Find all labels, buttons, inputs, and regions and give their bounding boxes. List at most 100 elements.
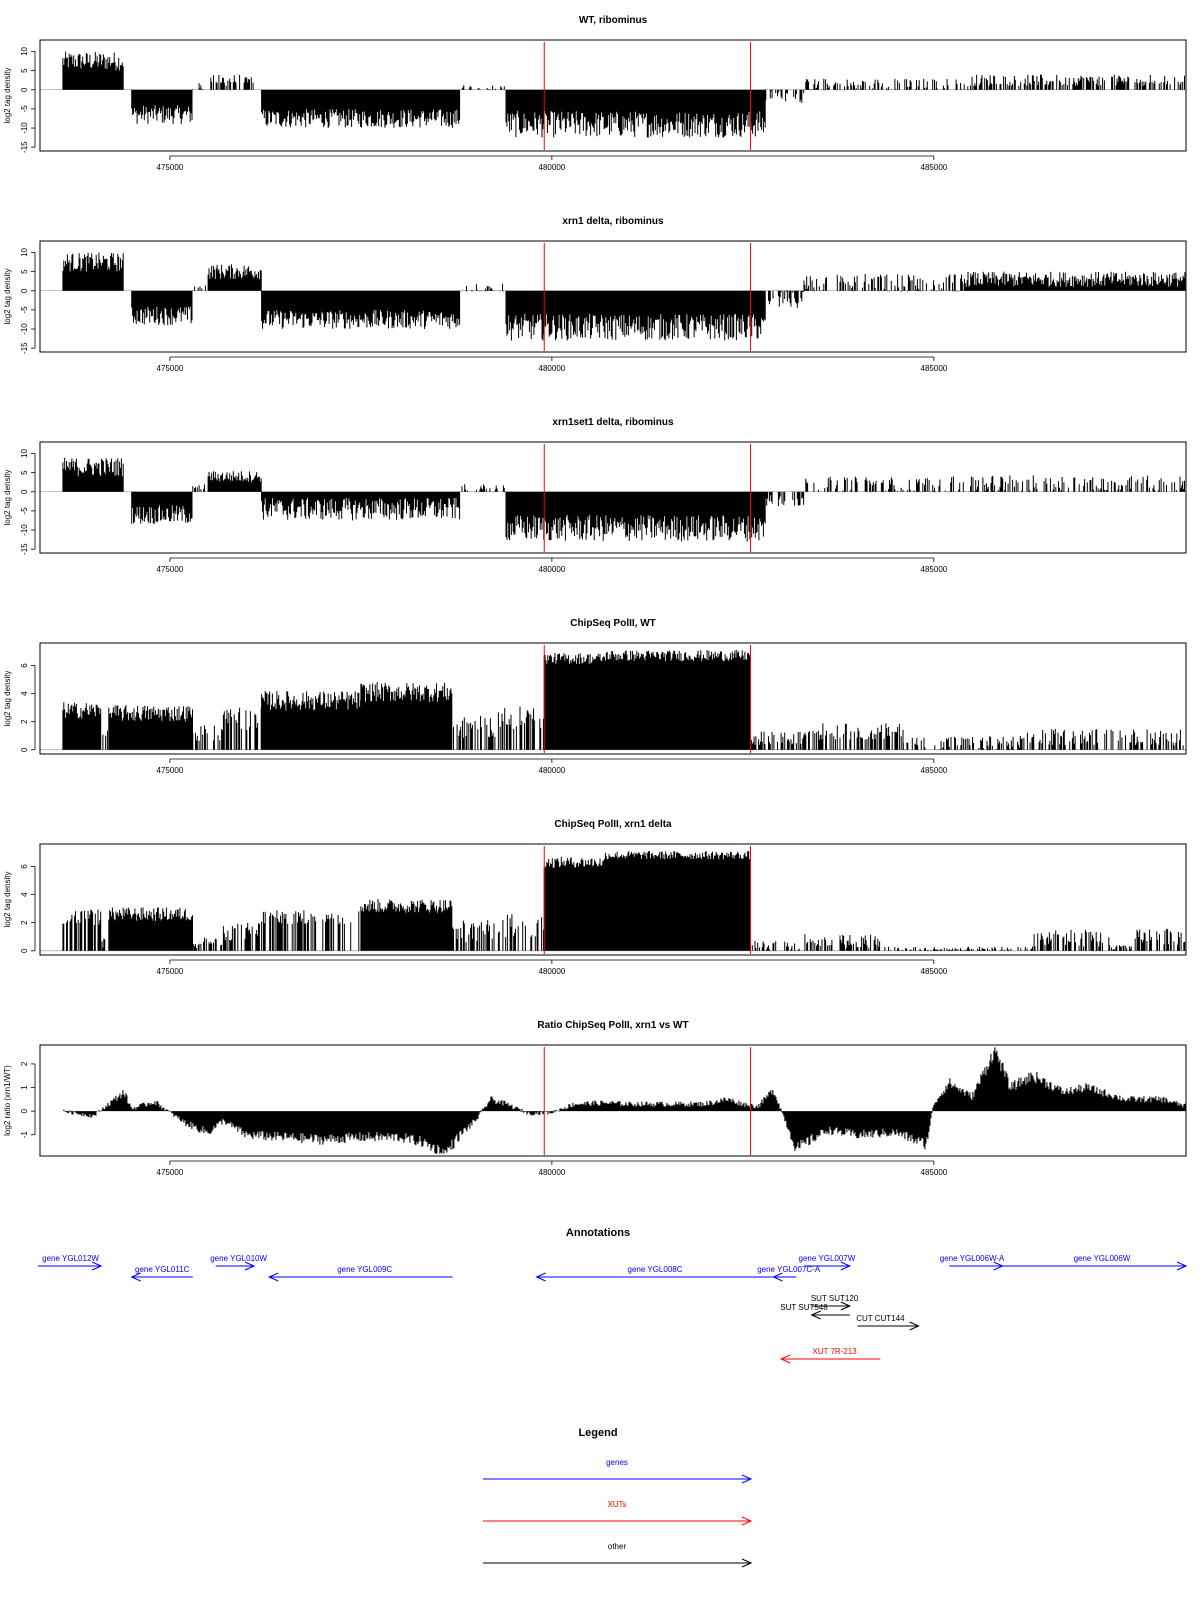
annotation-label: CUT CUT144 (856, 1314, 905, 1323)
y-tick-label: 0 (20, 288, 29, 293)
y-tick-label: -5 (20, 507, 29, 515)
annotation-feature: gene YGL007C-A (757, 1265, 821, 1282)
annotation-feature: gene YGL006W (1002, 1254, 1188, 1271)
series (40, 457, 1186, 542)
chart-panel-5: ChipSeq PolII, xrn1 delta log2 tag densit… (3, 819, 1187, 976)
signal-bar (62, 51, 124, 90)
annotation-feature: SUT SUT120 (811, 1294, 859, 1311)
signal-bar (604, 650, 751, 750)
signal-bar (963, 271, 1186, 291)
y-tick-label: 6 (20, 663, 29, 668)
annotation-label: gene YGL012W (42, 1254, 99, 1263)
chart-title: xrn1 delta, ribominus (562, 216, 664, 227)
signal-bar (453, 716, 496, 750)
signal-bar (505, 290, 766, 341)
annotation-arrow (267, 1272, 453, 1282)
signal-bar (261, 910, 360, 951)
y-axis-label: log2 tag density (3, 871, 12, 927)
chart-title: WT, ribominus (579, 15, 648, 26)
signal-bar (62, 457, 124, 492)
y-axis-label: log2 tag density (3, 670, 12, 726)
annotation-arrow (810, 1310, 850, 1320)
y-axis-label: log2 ratio (xrn1/WT) (3, 1065, 12, 1136)
x-tick-label: 485000 (921, 1168, 948, 1177)
y-axis: 10 5 0 -5 -10 -15 (20, 247, 36, 354)
annotation-feature: gene YGL006W-A (940, 1254, 1005, 1271)
signal-bar (750, 941, 804, 951)
y-tick-label: -10 (20, 122, 29, 134)
arrow-head (1176, 1261, 1188, 1271)
annotation-feature: gene YGL008C (535, 1265, 774, 1282)
signal-bar (261, 89, 461, 128)
annotation-feature: gene YGL010W (210, 1254, 267, 1271)
arrow-head (741, 1558, 753, 1568)
annotation-arrow (215, 1261, 256, 1271)
signal-bar (461, 85, 505, 91)
legend-entry: XUTs (483, 1500, 753, 1526)
ratio-area (63, 1047, 1187, 1154)
signal-bar (452, 920, 495, 951)
y-tick-label: -5 (20, 105, 29, 113)
plot-frame (39, 441, 1187, 554)
annotation-feature: gene YGL009C (267, 1265, 453, 1282)
annotation-label: gene YGL008C (628, 1265, 683, 1274)
legend-arrow (483, 1474, 753, 1484)
signal-bar (108, 705, 193, 750)
arrow-head (909, 1321, 920, 1331)
chart-title: xrn1set1 delta, ribominus (552, 417, 674, 428)
arrow-head (535, 1272, 546, 1282)
x-tick-label: 480000 (539, 565, 566, 574)
annotation-label: gene YGL006W (1074, 1254, 1131, 1263)
y-axis-label: log2 tag density (3, 268, 12, 324)
y-axis: 10 5 0 -5 -10 -15 (20, 46, 36, 153)
signal-bar (765, 89, 805, 103)
x-tick-label: 480000 (539, 163, 566, 172)
y-tick-label: -5 (20, 306, 29, 314)
signal-bar (543, 652, 605, 750)
y-tick-label: 2 (20, 1061, 29, 1066)
annotation-arrow (779, 1354, 881, 1364)
y-tick-label: 4 (20, 691, 29, 696)
arrow-head (840, 1261, 852, 1271)
x-tick-label: 485000 (921, 565, 948, 574)
y-tick-label: -10 (20, 524, 29, 536)
plot-frame (39, 642, 1187, 755)
y-axis-label: log2 tag density (3, 67, 12, 123)
signal-bar (62, 252, 124, 291)
y-axis-label: log2 tag density (3, 469, 12, 525)
legend-arrow (483, 1516, 753, 1526)
signal-bar (193, 937, 223, 951)
signal-bar (207, 264, 262, 291)
x-axis: 475000 480000 485000 (157, 557, 948, 574)
signal-bar (102, 730, 108, 750)
annotation-label: XUT 7R-213 (812, 1347, 857, 1356)
signal-bar (765, 491, 805, 507)
signal-bar (222, 707, 262, 750)
x-tick-label: 480000 (539, 364, 566, 373)
legend-label: genes (606, 1458, 628, 1467)
annotation-label: gene YGL009C (337, 1265, 392, 1274)
signal-bar (884, 946, 1033, 951)
y-tick-label: 4 (20, 892, 29, 897)
y-tick-label: 6 (20, 864, 29, 869)
chart-panel-3: xrn1set1 delta, ribominus log2 tag densit… (3, 417, 1187, 574)
arrow-head (91, 1261, 103, 1271)
annotation-arrow (811, 1301, 852, 1311)
y-tick-label: 5 (20, 470, 29, 475)
y-tick-label: -10 (20, 323, 29, 335)
chart-title: ChipSeq PolII, xrn1 delta (554, 819, 672, 830)
signal-bar (222, 923, 260, 951)
signal-bar (207, 471, 262, 492)
y-tick-label: 0 (20, 489, 29, 494)
signal-bar (360, 899, 453, 951)
arrow-head (130, 1272, 141, 1282)
x-tick-label: 485000 (921, 766, 948, 775)
signal-bar (131, 491, 193, 524)
x-tick-label: 475000 (157, 565, 184, 574)
annotation-feature: gene YGL011C (130, 1265, 193, 1282)
legend-label: XUTs (607, 1500, 626, 1509)
y-tick-label: 5 (20, 269, 29, 274)
signal-bar (1109, 945, 1132, 951)
annotation-label: gene YGL006W-A (940, 1254, 1005, 1263)
y-axis: 10 5 0 -5 -10 -15 (20, 448, 36, 555)
